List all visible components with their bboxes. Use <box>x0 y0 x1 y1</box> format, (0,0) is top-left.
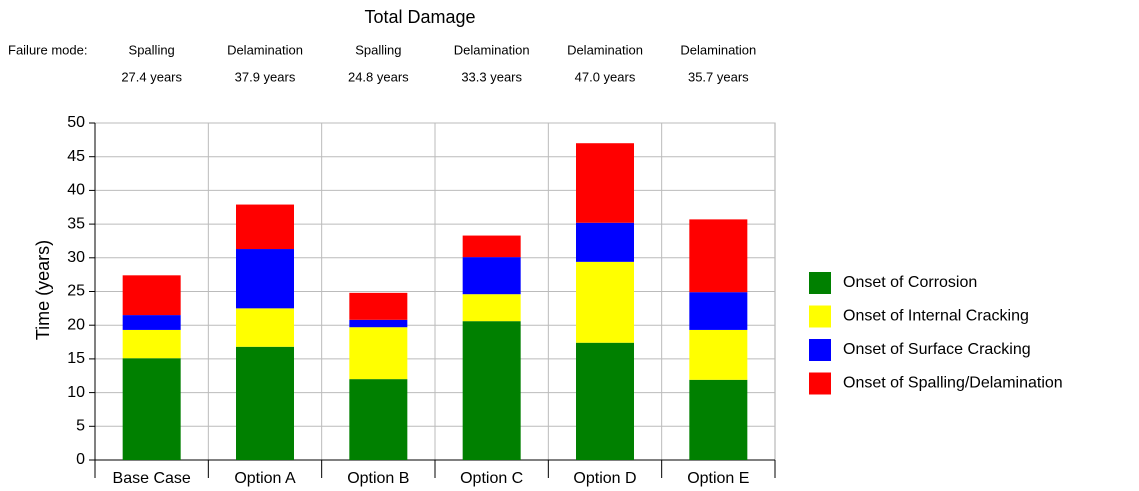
failure-mode-label: Failure mode: <box>8 42 87 57</box>
bar-segment <box>689 292 748 330</box>
failure-years: 35.7 years <box>688 69 749 84</box>
bar-segment <box>576 261 634 343</box>
bar-segment <box>462 294 521 322</box>
y-tick-label: 45 <box>67 148 85 165</box>
y-axis-label: Time (years) <box>33 240 53 340</box>
legend-label: Onset of Surface Cracking <box>843 341 1031 358</box>
y-tick-label: 20 <box>67 316 85 333</box>
legend-swatch <box>809 372 831 395</box>
y-tick-label: 40 <box>67 182 85 199</box>
failure-mode: Spalling <box>355 42 401 57</box>
bar-segment <box>689 219 748 293</box>
chart-title: Total Damage <box>364 7 475 27</box>
failure-years: 33.3 years <box>461 69 522 84</box>
legend-swatch <box>809 272 831 294</box>
legend-label: Onset of Corrosion <box>843 274 977 291</box>
bar-segment <box>462 235 521 258</box>
bar-segment <box>576 342 634 460</box>
bar-segment <box>689 379 748 460</box>
bar-segment <box>122 315 181 330</box>
y-tick-label: 5 <box>76 418 85 435</box>
failure-mode: Delamination <box>454 42 530 57</box>
x-tick-label: Option E <box>687 470 749 487</box>
bar-segment <box>122 358 181 460</box>
bar-segment <box>122 329 181 359</box>
y-tick-label: 25 <box>67 283 85 300</box>
failure-years: 27.4 years <box>121 69 182 84</box>
failure-mode: Delamination <box>567 42 643 57</box>
bar-segment <box>576 222 634 262</box>
failure-mode: Delamination <box>680 42 756 57</box>
bar-segment <box>236 249 294 309</box>
bar-segment <box>689 329 748 380</box>
bar-segment <box>349 292 408 320</box>
y-tick-label: 50 <box>67 114 85 131</box>
bar-segment <box>236 308 294 347</box>
legend-swatch <box>809 305 831 328</box>
x-tick-label: Option A <box>234 470 296 487</box>
legend-swatch <box>809 339 831 361</box>
failure-mode: Delamination <box>227 42 303 57</box>
x-tick-label: Option D <box>573 470 636 487</box>
bar-segment <box>462 257 521 295</box>
legend-label: Onset of Spalling/Delamination <box>843 375 1063 392</box>
bar-segment <box>576 143 634 223</box>
failure-mode: Spalling <box>129 42 175 57</box>
y-tick-label: 0 <box>76 451 85 468</box>
bar-segment <box>462 321 521 460</box>
y-tick-label: 10 <box>67 384 85 401</box>
bar-segment <box>236 204 294 250</box>
bar-segment <box>349 319 408 328</box>
failure-years: 47.0 years <box>575 69 636 84</box>
bar-segment <box>122 275 181 316</box>
failure-years: 37.9 years <box>235 69 296 84</box>
bar-segment <box>349 379 408 460</box>
x-tick-label: Base Case <box>113 470 191 487</box>
y-tick-label: 30 <box>67 249 85 266</box>
x-tick-label: Option B <box>347 470 409 487</box>
bar-segment <box>236 346 294 460</box>
bar-segment <box>349 327 408 380</box>
x-tick-label: Option C <box>460 470 523 487</box>
y-tick-label: 15 <box>67 350 85 367</box>
failure-years: 24.8 years <box>348 69 409 84</box>
y-tick-label: 35 <box>67 215 85 232</box>
legend-label: Onset of Internal Cracking <box>843 308 1029 325</box>
